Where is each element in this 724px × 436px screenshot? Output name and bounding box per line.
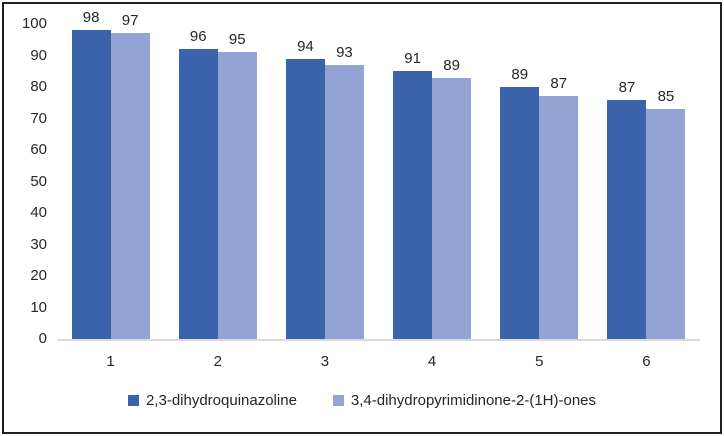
bar-series-1-cat-3 [285, 58, 325, 339]
y-axis-tick-label: 50 [30, 172, 47, 190]
bar-series-2-cat-1 [110, 33, 150, 339]
legend-item-series-1: 2,3-dihydroquinazoline [127, 392, 297, 409]
bar-series-1-cat-6 [607, 99, 647, 339]
bar-series-2-cat-4 [432, 77, 472, 339]
bar-series-2-cat-3 [324, 64, 364, 339]
data-label-series-1-cat-1: 98 [82, 9, 100, 27]
y-axis-tick-label: 20 [30, 267, 47, 284]
data-label-series-1-cat-5: 89 [511, 66, 529, 83]
data-label-series-2-cat-6: 85 [657, 88, 675, 106]
legend: 2,3-dihydroquinazoline 3,4-dihydropyrimi… [0, 392, 724, 409]
x-axis-category-label: 1 [106, 353, 115, 370]
bar-series-1-cat-4 [393, 71, 433, 339]
data-label-series-2-cat-3: 93 [336, 43, 353, 61]
data-label-series-2-cat-1: 97 [121, 12, 139, 30]
x-axis-category-label: 5 [535, 353, 544, 370]
bar-series-1-cat-5 [500, 87, 540, 339]
bar-series-2-cat-6 [646, 109, 686, 339]
x-axis-category-label: 3 [320, 353, 330, 370]
y-axis-tick-label: 70 [30, 109, 47, 127]
data-label-series-1-cat-3: 94 [297, 37, 314, 55]
y-axis-tick-label: 30 [30, 235, 47, 253]
y-axis-tick-label: 10 [30, 298, 47, 316]
x-axis-category-label: 6 [642, 353, 651, 370]
bar-series-1-cat-2 [178, 49, 218, 339]
legend-swatch-light-blue [332, 395, 344, 406]
y-axis-tick-label: 40 [30, 204, 47, 221]
x-axis-category-label: 2 [213, 353, 222, 370]
data-label-series-2-cat-4: 89 [443, 56, 460, 74]
y-axis-tick-label: 0 [38, 330, 47, 347]
legend-label-series-2: 3,4-dihydropyrimidinone-2-(1H)-ones [350, 392, 597, 409]
y-axis-tick-label: 90 [30, 46, 47, 64]
data-label-series-2-cat-2: 95 [228, 31, 246, 49]
bar-series-2-cat-2 [217, 52, 257, 339]
data-label-series-1-cat-2: 96 [189, 28, 207, 46]
legend-swatch-dark-blue [127, 395, 139, 406]
x-axis-line [57, 339, 700, 341]
bar-series-2-cat-5 [539, 96, 579, 339]
y-axis-tick-label: 100 [21, 15, 47, 32]
bar-series-1-cat-1 [71, 30, 111, 339]
data-label-series-1-cat-6: 87 [618, 78, 636, 96]
y-axis-tick-label: 60 [30, 141, 47, 158]
data-label-series-2-cat-5: 87 [550, 75, 568, 93]
legend-label-series-1: 2,3-dihydroquinazoline [145, 392, 297, 409]
legend-item-series-2: 3,4-dihydropyrimidinone-2-(1H)-ones [332, 392, 597, 409]
x-axis-category-label: 4 [427, 353, 437, 370]
y-axis-tick-label: 80 [30, 78, 47, 95]
data-label-series-1-cat-4: 91 [404, 50, 421, 68]
